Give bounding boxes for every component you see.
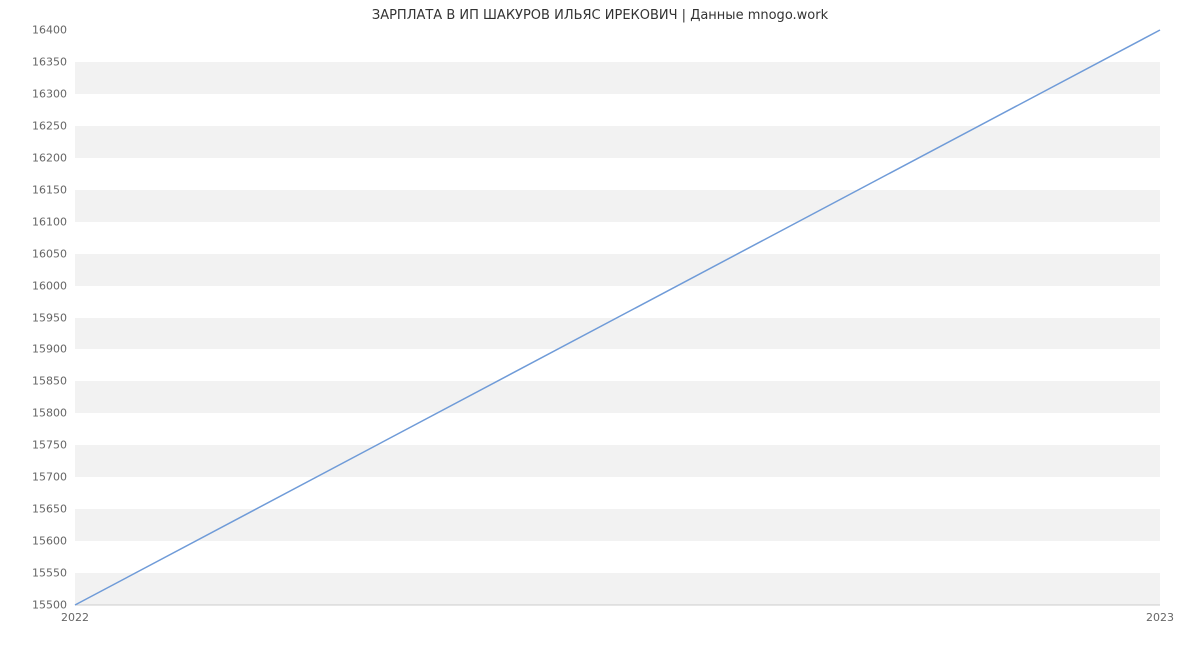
chart-title: ЗАРПЛАТА В ИП ШАКУРОВ ИЛЬЯС ИРЕКОВИЧ | Д…: [0, 8, 1200, 23]
y-tick-label: 15600: [32, 535, 75, 548]
y-tick-label: 16300: [32, 87, 75, 100]
y-tick-label: 15900: [32, 343, 75, 356]
y-tick-label: 16250: [32, 119, 75, 132]
y-tick-label: 15950: [32, 311, 75, 324]
y-tick-label: 15850: [32, 375, 75, 388]
y-tick-label: 15750: [32, 439, 75, 452]
y-tick-label: 15800: [32, 407, 75, 420]
y-tick-label: 16000: [32, 279, 75, 292]
y-tick-label: 15650: [32, 503, 75, 516]
chart-line-layer: [75, 30, 1160, 605]
y-tick-label: 16400: [32, 24, 75, 37]
data-line: [75, 30, 1160, 605]
salary-chart: ЗАРПЛАТА В ИП ШАКУРОВ ИЛЬЯС ИРЕКОВИЧ | Д…: [0, 0, 1200, 650]
x-tick-label: 2023: [1146, 605, 1174, 624]
plot-area: 1550015550156001565015700157501580015850…: [75, 30, 1160, 605]
x-tick-label: 2022: [61, 605, 89, 624]
y-tick-label: 16200: [32, 151, 75, 164]
y-tick-label: 16150: [32, 183, 75, 196]
y-tick-label: 15700: [32, 471, 75, 484]
y-tick-label: 15550: [32, 567, 75, 580]
y-tick-label: 16100: [32, 215, 75, 228]
y-tick-label: 16050: [32, 247, 75, 260]
y-tick-label: 16350: [32, 55, 75, 68]
